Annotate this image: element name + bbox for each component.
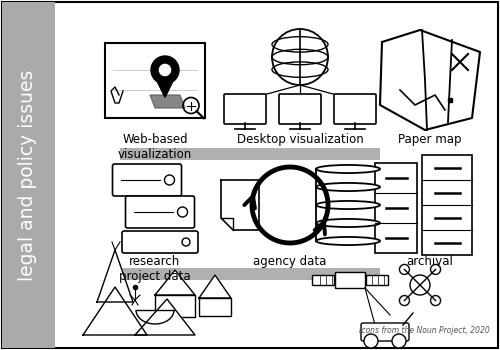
Polygon shape (316, 223, 380, 241)
Polygon shape (199, 275, 231, 298)
Text: Icons from the Noun Project, 2020: Icons from the Noun Project, 2020 (359, 326, 490, 335)
FancyBboxPatch shape (120, 268, 380, 280)
Ellipse shape (316, 165, 380, 173)
FancyBboxPatch shape (2, 2, 55, 348)
FancyBboxPatch shape (105, 42, 205, 118)
Circle shape (392, 334, 406, 348)
Text: archival: archival (406, 255, 454, 268)
Ellipse shape (316, 219, 380, 227)
Ellipse shape (316, 201, 380, 209)
Polygon shape (83, 287, 147, 335)
Text: research
project data: research project data (119, 255, 191, 283)
FancyBboxPatch shape (334, 94, 376, 124)
Polygon shape (380, 30, 480, 130)
Text: Desktop visualization: Desktop visualization (236, 133, 364, 146)
Text: Paper map: Paper map (398, 133, 462, 146)
Polygon shape (316, 187, 380, 205)
Polygon shape (97, 250, 133, 302)
FancyBboxPatch shape (422, 155, 472, 255)
Polygon shape (150, 95, 185, 108)
FancyBboxPatch shape (199, 298, 231, 316)
Polygon shape (316, 169, 380, 187)
Polygon shape (155, 270, 195, 295)
FancyBboxPatch shape (126, 196, 194, 228)
Polygon shape (155, 77, 175, 97)
FancyBboxPatch shape (122, 231, 198, 253)
Ellipse shape (316, 183, 380, 191)
Polygon shape (316, 205, 380, 223)
Text: legal and policy issues: legal and policy issues (18, 69, 38, 281)
Polygon shape (221, 180, 259, 230)
Circle shape (151, 56, 179, 84)
Circle shape (364, 334, 378, 348)
FancyBboxPatch shape (112, 164, 182, 196)
FancyBboxPatch shape (361, 323, 409, 341)
Circle shape (158, 64, 172, 76)
Text: agency data: agency data (254, 255, 326, 268)
Ellipse shape (316, 237, 380, 245)
FancyBboxPatch shape (335, 272, 365, 288)
FancyBboxPatch shape (120, 148, 380, 160)
FancyBboxPatch shape (155, 295, 195, 317)
FancyBboxPatch shape (312, 275, 334, 285)
FancyBboxPatch shape (279, 94, 321, 124)
FancyBboxPatch shape (224, 94, 266, 124)
FancyBboxPatch shape (366, 275, 388, 285)
FancyBboxPatch shape (375, 163, 417, 253)
Polygon shape (135, 299, 195, 335)
Text: Web-based
visualization: Web-based visualization (118, 133, 192, 161)
